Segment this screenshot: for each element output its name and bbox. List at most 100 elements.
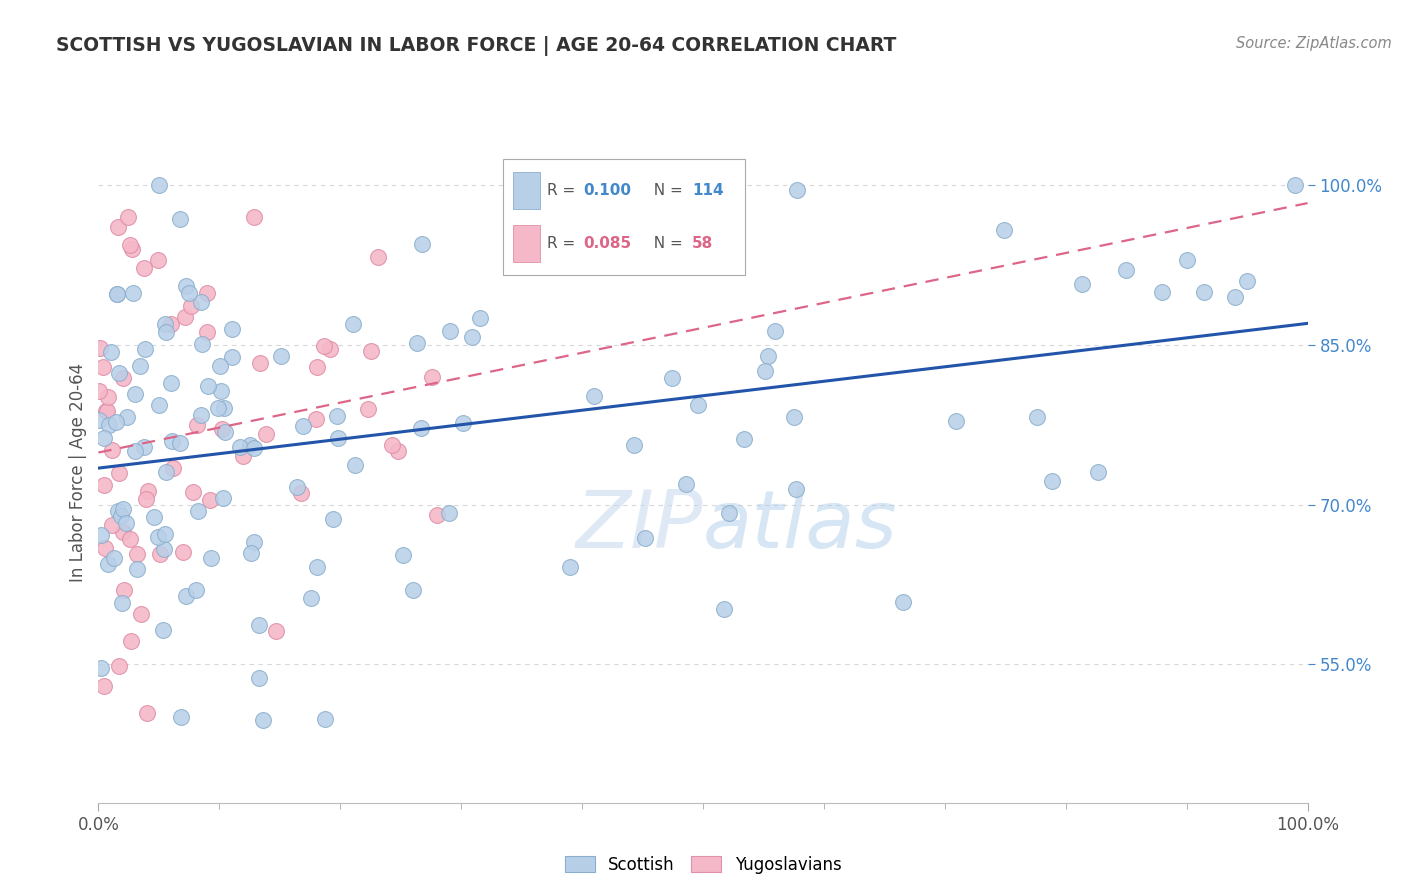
Point [105, 286, 128, 301]
Point [299, 591, 322, 606]
Point [1152, 285, 1174, 299]
Point [891, 594, 914, 608]
Point [207, 401, 229, 416]
Point [90, 661, 112, 675]
Point [181, 485, 204, 500]
Point [111, 524, 134, 539]
Point [661, 370, 683, 384]
Point [153, 317, 176, 331]
Point [195, 325, 218, 339]
Point [190, 408, 212, 422]
FancyBboxPatch shape [513, 226, 540, 261]
Point [214, 401, 236, 415]
Point [420, 369, 443, 384]
Point [143, 509, 166, 524]
Point [264, 624, 287, 639]
Point [239, 546, 262, 560]
Point [107, 504, 129, 518]
Point [367, 250, 389, 264]
Point [148, 178, 170, 193]
Point [101, 517, 124, 532]
FancyBboxPatch shape [503, 159, 745, 275]
Point [426, 508, 449, 522]
Point [387, 443, 409, 458]
Point [558, 560, 581, 574]
Point [1175, 252, 1198, 267]
Point [107, 366, 129, 380]
Point [1192, 285, 1215, 300]
Point [322, 512, 344, 526]
Point [160, 434, 183, 448]
Point [247, 617, 270, 632]
Point [1223, 290, 1246, 304]
Point [169, 435, 191, 450]
Point [93, 430, 115, 444]
Point [1284, 178, 1306, 193]
Point [91, 360, 114, 375]
Point [249, 356, 271, 370]
Point [439, 324, 461, 338]
Point [112, 502, 135, 516]
Point [153, 526, 176, 541]
Point [155, 325, 177, 339]
Point [184, 582, 207, 597]
Point [96, 404, 118, 418]
Point [718, 506, 741, 520]
Point [173, 310, 195, 324]
Point [117, 410, 139, 425]
Point [468, 311, 491, 326]
Point [243, 211, 266, 225]
Point [87, 384, 110, 398]
Point [582, 389, 605, 403]
Point [114, 516, 136, 530]
Point [209, 384, 232, 398]
Point [190, 337, 212, 351]
Point [540, 213, 562, 227]
Point [713, 601, 735, 615]
Point [110, 508, 132, 523]
Point [945, 414, 967, 428]
Point [411, 420, 433, 434]
Point [208, 359, 231, 374]
Point [406, 336, 429, 351]
Point [758, 349, 780, 363]
Point [314, 339, 336, 353]
Text: N =: N = [644, 184, 688, 198]
Point [1040, 475, 1063, 489]
Point [229, 440, 252, 454]
Point [187, 503, 209, 517]
Point [93, 541, 115, 555]
Point [107, 220, 129, 235]
Point [221, 350, 243, 364]
Point [174, 589, 197, 603]
Point [90, 527, 112, 541]
Point [124, 444, 146, 458]
Point [105, 415, 128, 429]
Point [169, 212, 191, 227]
Point [214, 425, 236, 439]
Point [134, 440, 156, 454]
Text: R =: R = [547, 236, 581, 252]
Text: atlas: atlas [703, 486, 898, 565]
Point [461, 330, 484, 344]
Point [105, 287, 128, 301]
Point [392, 549, 415, 563]
Point [1026, 410, 1049, 425]
Point [290, 486, 312, 500]
Point [239, 438, 262, 452]
Point [125, 562, 148, 576]
Point [252, 713, 274, 727]
Point [103, 551, 125, 566]
Point [675, 476, 697, 491]
Point [134, 343, 156, 357]
FancyBboxPatch shape [513, 172, 540, 209]
Point [149, 548, 172, 562]
Point [451, 416, 474, 430]
Point [197, 379, 219, 393]
Point [152, 623, 174, 637]
Point [623, 438, 645, 452]
Point [179, 286, 201, 301]
Point [159, 376, 181, 391]
Text: N =: N = [644, 236, 688, 252]
Point [148, 252, 170, 267]
